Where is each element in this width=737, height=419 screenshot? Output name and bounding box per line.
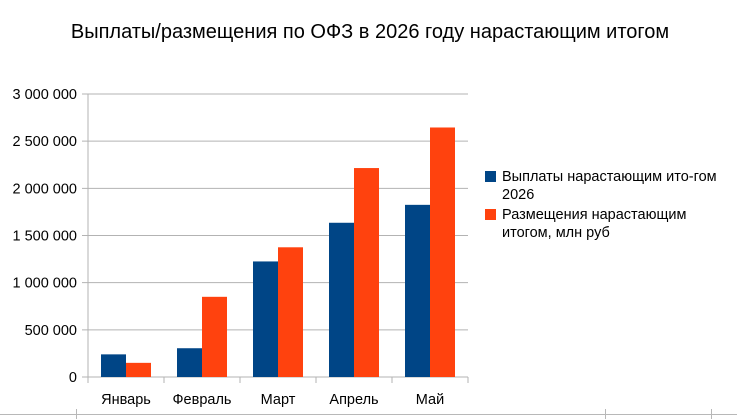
- bottom-divider-tick: [76, 409, 77, 419]
- bar-payments: [329, 222, 354, 377]
- y-tick-label: 500 000: [25, 323, 77, 339]
- legend-item-placements: Размещения нарастающим итогом, млн руб: [485, 206, 730, 242]
- bar-placements: [430, 127, 455, 377]
- legend-item-payments: Выплаты нарастающим ито-гом 2026: [485, 168, 730, 204]
- x-tick-label: Март: [261, 392, 296, 408]
- x-tick-label: Апрель: [329, 392, 378, 408]
- y-tick-label: 0: [69, 370, 77, 386]
- x-tick-label: Февраль: [173, 392, 232, 408]
- bottom-divider-tick: [605, 409, 606, 419]
- legend-label-payments: Выплаты нарастающим ито-гом 2026: [502, 169, 717, 203]
- x-tick-label: Май: [416, 392, 444, 408]
- x-tick-label: Январь: [101, 392, 151, 408]
- legend: Выплаты нарастающим ито-гом 2026 Размеще…: [485, 168, 730, 244]
- legend-swatch-placements: [485, 209, 496, 220]
- bottom-divider-tick: [711, 409, 712, 419]
- y-tick-label: 1 500 000: [12, 229, 77, 245]
- bar-placements: [126, 362, 151, 377]
- bar-placements: [354, 168, 379, 377]
- y-tick-label: 3 000 000: [12, 87, 77, 103]
- chart-title: Выплаты/размещения по ОФЗ в 2026 году на…: [70, 21, 670, 43]
- y-tick-label: 2 500 000: [12, 134, 77, 150]
- legend-label-placements: Размещения нарастающим итогом, млн руб: [502, 207, 687, 241]
- legend-swatch-payments: [485, 171, 496, 182]
- bar-placements: [202, 296, 227, 377]
- bar-payments: [101, 354, 126, 377]
- bar-payments: [253, 261, 278, 377]
- bottom-divider: [0, 414, 737, 415]
- bar-payments: [177, 348, 202, 377]
- bar-payments: [405, 204, 430, 377]
- y-tick-label: 2 000 000: [12, 181, 77, 197]
- y-tick-label: 1 000 000: [12, 276, 77, 292]
- bar-placements: [278, 247, 303, 377]
